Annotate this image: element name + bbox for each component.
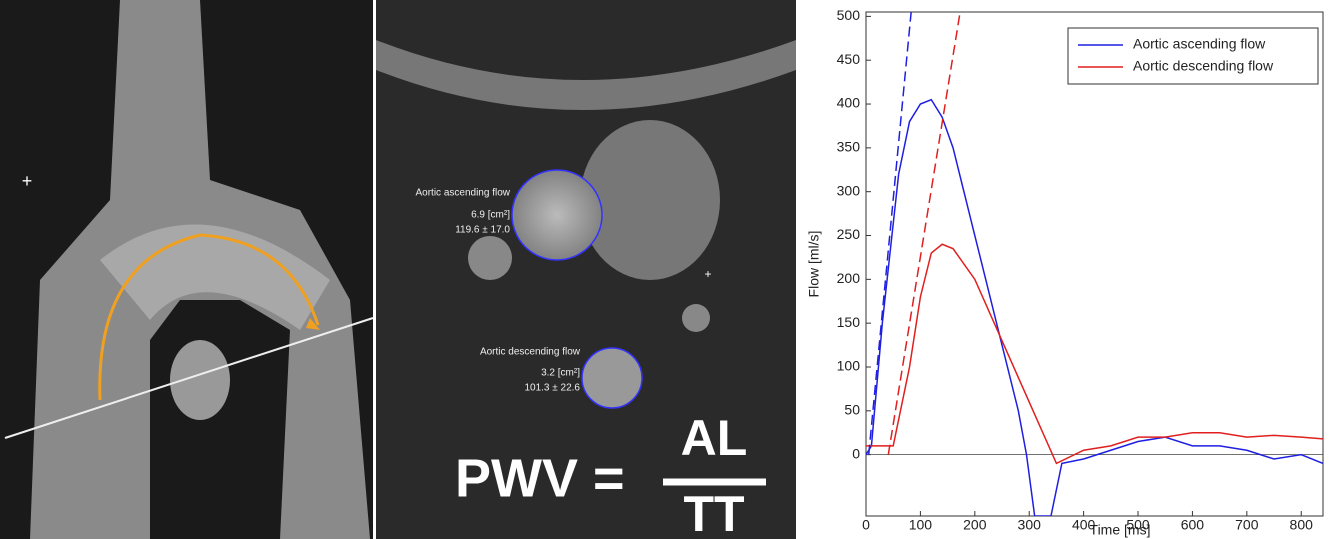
- region-label: Aortic ascending flow: [416, 188, 511, 199]
- y-tick-label: 50: [844, 402, 860, 418]
- formula-numerator: AL: [681, 410, 748, 466]
- x-tick-label: 400: [1072, 517, 1096, 533]
- plot-lines: [866, 12, 1323, 516]
- plot-area: [865, 11, 1324, 517]
- x-tick-label: 800: [1290, 517, 1314, 533]
- mri-axial: + Aortic ascending flow 6.9 [cm²] 119.6 …: [376, 0, 796, 539]
- y-tick-label: 0: [852, 445, 860, 461]
- flow-line: [866, 98, 1323, 516]
- x-tick-label: 0: [862, 517, 870, 533]
- y-tick-label: 250: [837, 226, 861, 242]
- region-area: 3.2 [cm²]: [541, 368, 580, 379]
- region-area: 6.9 [cm²]: [471, 210, 510, 221]
- y-tick-label: 450: [837, 51, 861, 67]
- y-tick-label: 300: [837, 182, 861, 198]
- legend-label: Aortic descending flow: [1133, 58, 1274, 74]
- x-axis-label: Time [ms]: [1090, 522, 1151, 538]
- formula: PWV =: [455, 448, 625, 508]
- y-tick-label: 350: [837, 139, 861, 155]
- x-tick-label: 100: [909, 517, 933, 533]
- x-tick-label: 500: [1126, 517, 1150, 533]
- y-axis-label: Flow [ml/s]: [806, 231, 822, 298]
- x-tick-label: 300: [1018, 517, 1042, 533]
- y-tick-label: 200: [837, 270, 861, 286]
- svg-text:+: +: [22, 171, 33, 191]
- y-tick-label: 400: [837, 95, 861, 111]
- svg-text:+: +: [704, 267, 711, 281]
- y-tick-label: 100: [837, 358, 861, 374]
- region-label: Aortic descending flow: [480, 347, 581, 358]
- mri-sagittal: +: [0, 0, 374, 539]
- legend-box: [1067, 27, 1319, 85]
- region-value: 101.3 ± 22.6: [524, 383, 580, 394]
- x-tick-label: 200: [963, 517, 987, 533]
- flow-line: [866, 243, 1323, 465]
- y-tick-label: 150: [837, 314, 861, 330]
- y-tick-label: 500: [837, 7, 861, 23]
- x-tick-label: 700: [1235, 517, 1259, 533]
- region-value: 119.6 ± 17.0: [455, 225, 510, 236]
- formula-denominator: TT: [683, 486, 744, 539]
- x-tick-label: 600: [1181, 517, 1205, 533]
- legend-label: Aortic ascending flow: [1133, 36, 1266, 52]
